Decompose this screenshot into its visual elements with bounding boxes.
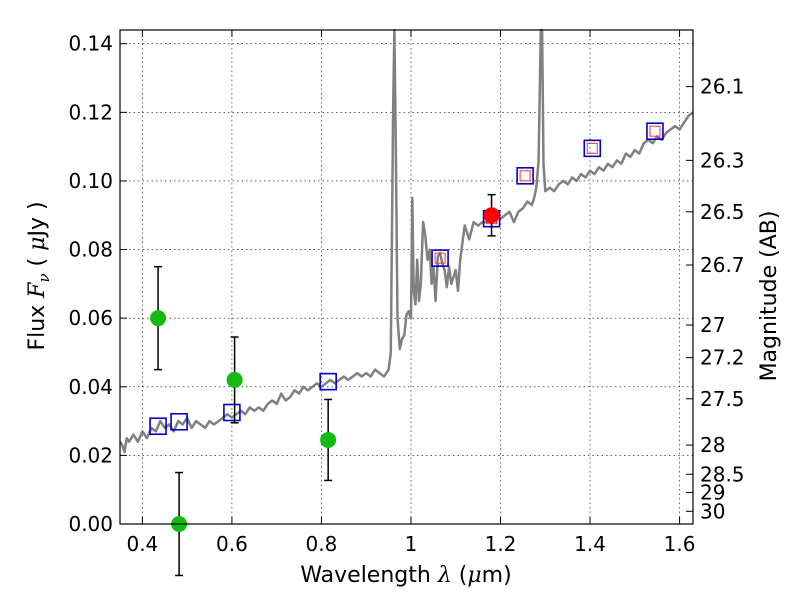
mag-tick-label: 29 (700, 480, 725, 504)
y-axis-label-mu: μ (25, 237, 50, 251)
x-tick-label: 1.2 (485, 532, 517, 556)
model-band-square (223, 403, 241, 422)
model-band-square-small (649, 125, 661, 137)
y-tick-label: 0.10 (68, 169, 113, 193)
model-band-square-small (519, 170, 531, 182)
model-band-square (431, 249, 449, 267)
x-axis-label: Wavelength λ (μm) (300, 563, 511, 588)
x-tick-label: 0.4 (126, 532, 158, 556)
y-tick-label: 0.04 (68, 375, 113, 399)
y-tick-label: 0.06 (68, 306, 113, 330)
mag-tick-label: 30 (700, 499, 725, 523)
mag-tick-label: 26.7 (700, 253, 745, 277)
model-band-square-small (434, 252, 446, 264)
x-tick-label: 1.4 (574, 532, 606, 556)
mag-tick-label: 26.1 (700, 75, 745, 99)
x-axis-label-prefix: Wavelength (300, 563, 438, 588)
observed-point (320, 431, 337, 448)
model-band-square-small (586, 142, 598, 154)
y2-axis-label: Magnitude (AB) (757, 211, 782, 382)
grid-layer (120, 30, 693, 525)
observed-point (226, 371, 243, 388)
mag-tick-label: 26.5 (700, 200, 745, 224)
mag-tick-label: 27 (700, 313, 725, 337)
x-ticks: 0.4 0.6 0.8 1 1.2 1.4 1.6 (126, 30, 695, 556)
observed-point (150, 310, 167, 327)
x-tick-label: 1.6 (664, 532, 696, 556)
y-ticks: 0.00 0.02 0.04 0.06 0.08 0.10 0.12 0.14 (68, 32, 127, 536)
plot-area (118, 28, 694, 577)
model-band-square (149, 417, 167, 436)
mag-tick-label: 28 (700, 433, 725, 457)
y-tick-label: 0.08 (68, 238, 113, 262)
model-band-square (319, 372, 337, 391)
x-axis-label-unit-rest: m) (482, 563, 512, 588)
mag-tick-label: 27.5 (700, 387, 745, 411)
observed-point-red (483, 207, 500, 224)
model-band-square (583, 139, 602, 158)
x-axis-label-mu: μ (467, 563, 481, 588)
model-band-square (170, 412, 188, 431)
y-axis-label-nu: ν (35, 273, 53, 282)
y-tick-label: 0.14 (68, 32, 113, 56)
y-tick-label: 0.02 (68, 443, 113, 467)
y-axis-label: Flux Fν ( μJy ) (25, 201, 53, 350)
x-axis-label-lambda: λ (437, 563, 452, 588)
y-tick-label: 0.00 (68, 512, 113, 536)
x-tick-label: 0.8 (306, 532, 338, 556)
y-tick-label: 0.12 (68, 100, 113, 124)
y-axis-label-unit-rest: Jy ) (25, 201, 50, 238)
model-band-square (516, 166, 534, 185)
mag-tick-label: 27.2 (700, 346, 745, 370)
mag-tick-label: 28.5 (700, 462, 745, 486)
y-axis-label-prefix: Flux (25, 298, 50, 351)
x-tick-label: 0.6 (216, 532, 248, 556)
y-axis-label-unit-open: ( (25, 251, 50, 274)
y-axis-label-F: F (25, 282, 50, 299)
model-band-square (646, 122, 664, 141)
model-spectrum-line (118, 28, 694, 454)
x-tick-label: 1 (405, 532, 418, 556)
mag-tick-label: 26.3 (700, 148, 745, 172)
axes-frame (119, 29, 694, 525)
x-axis-label-unit-open: ( (452, 563, 468, 588)
